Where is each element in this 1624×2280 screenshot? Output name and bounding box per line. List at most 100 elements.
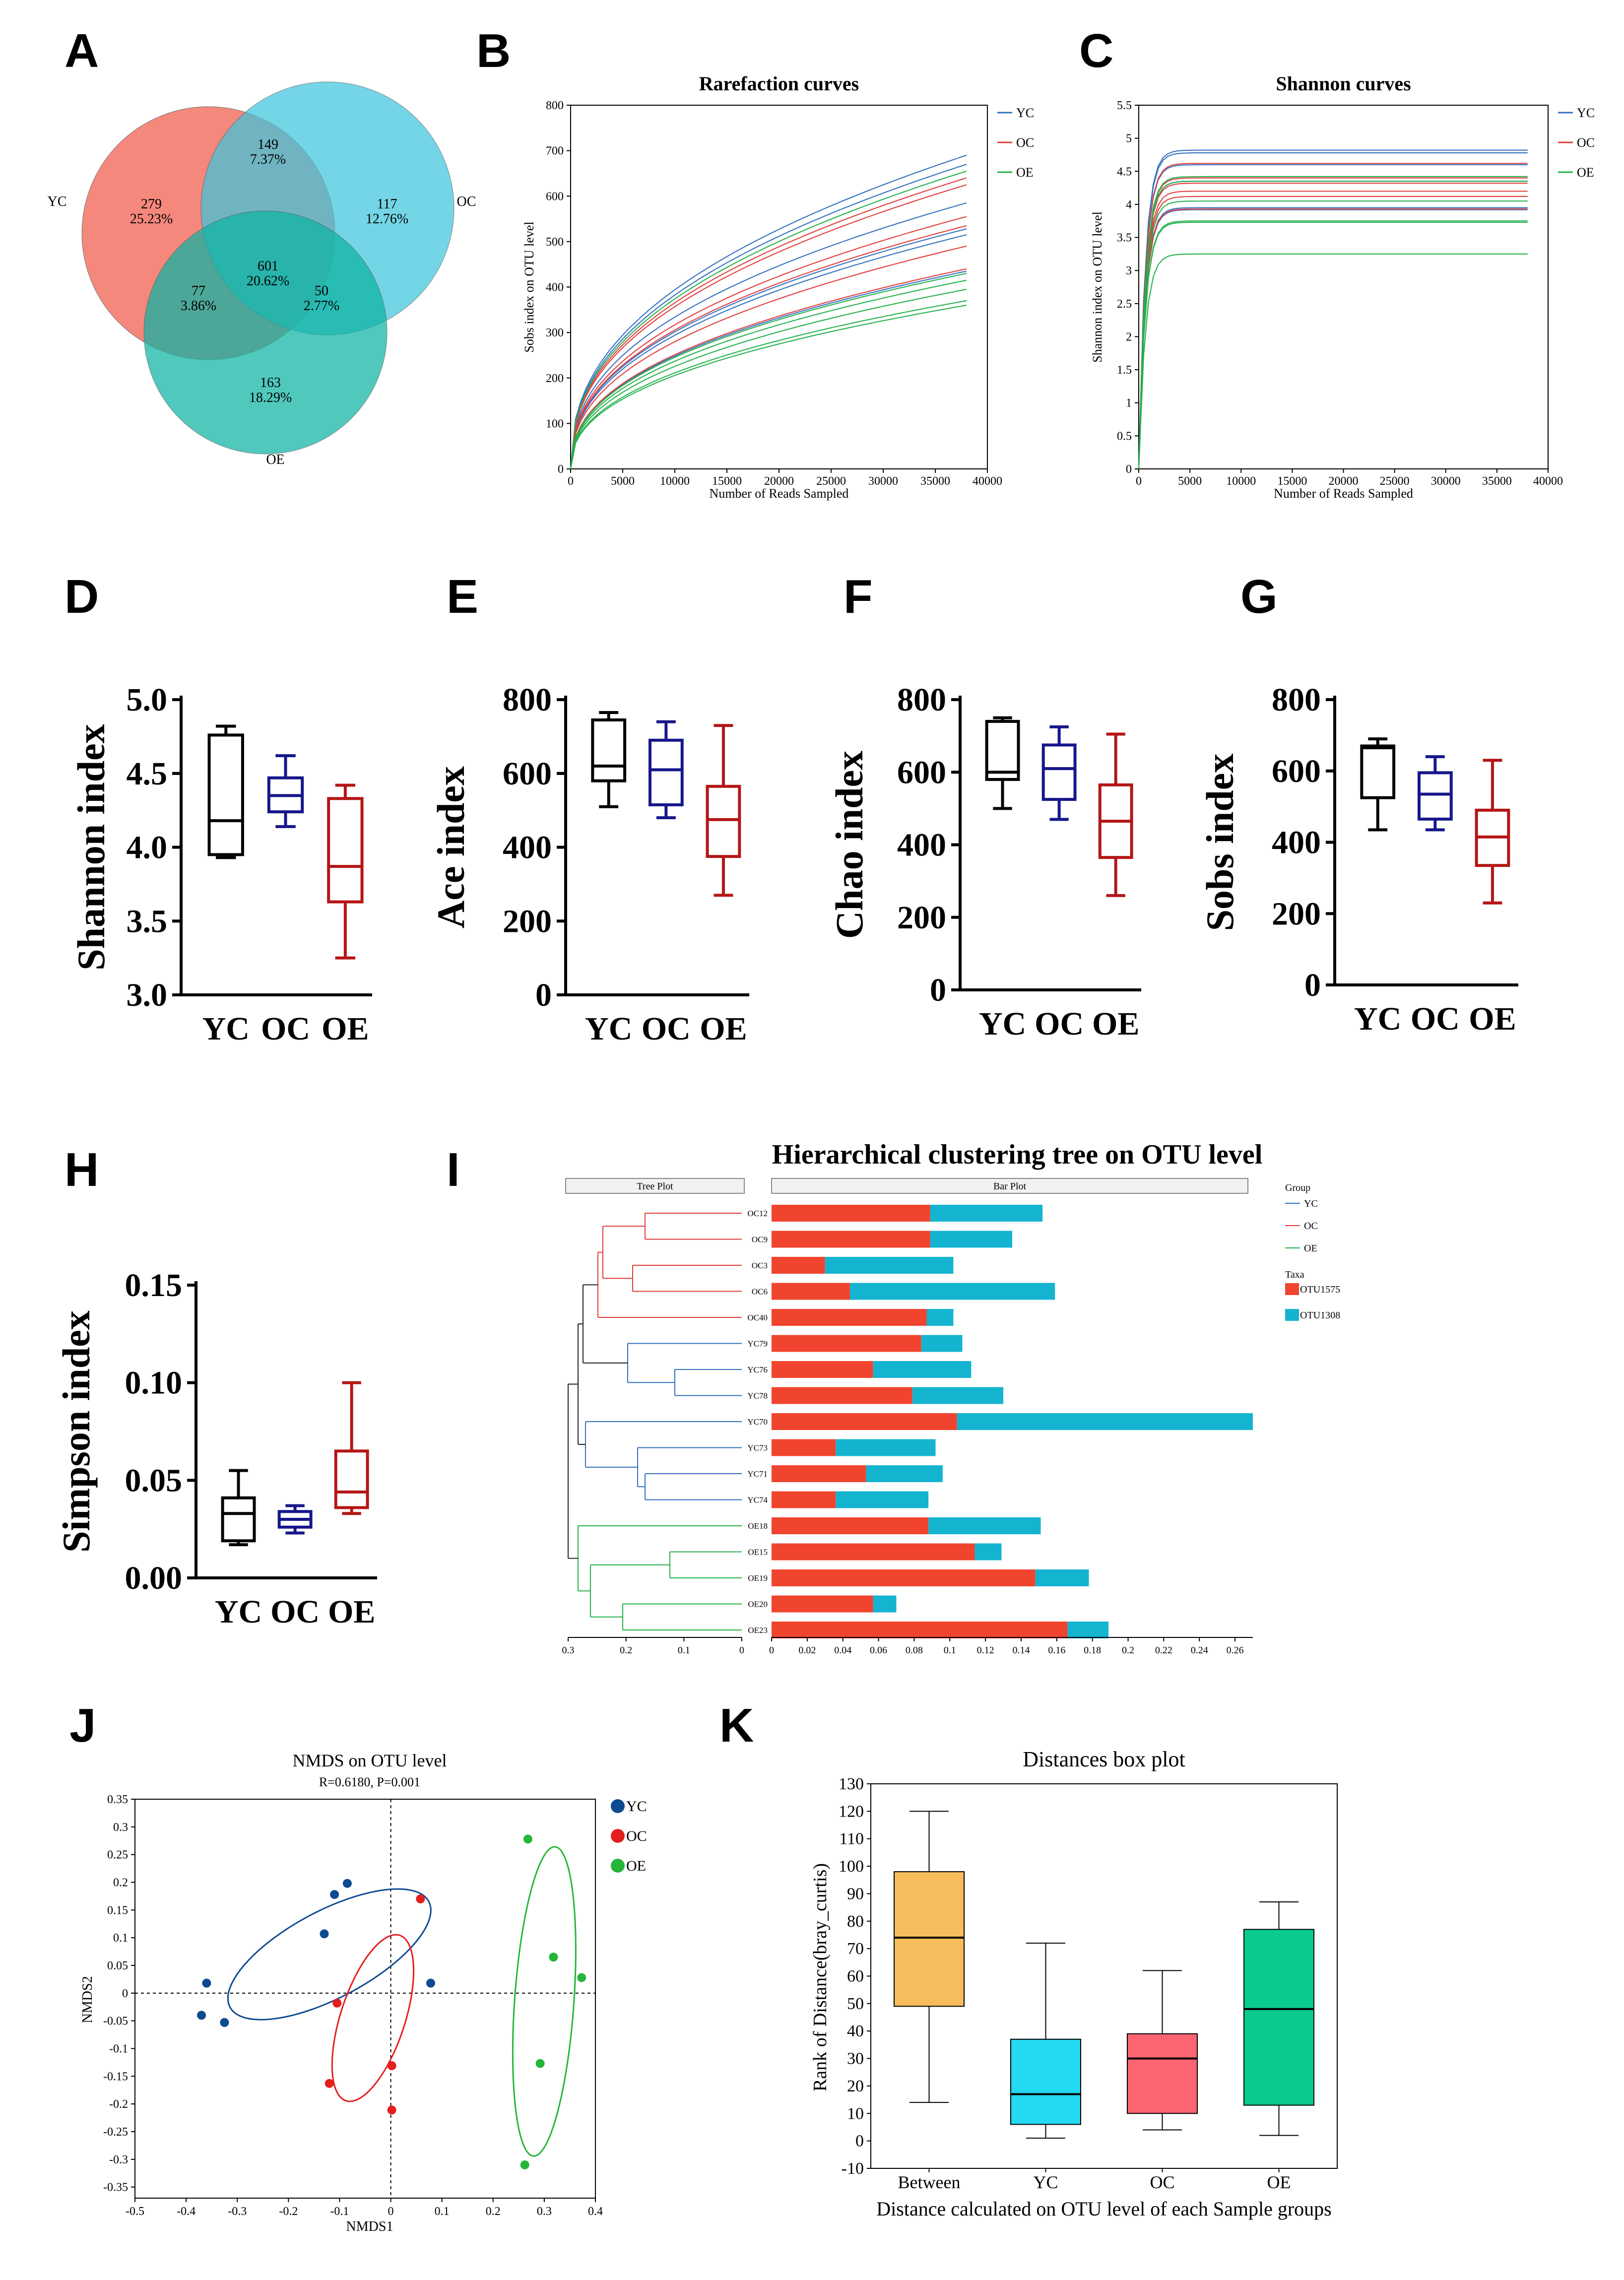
x-tick-label: -0.1 [330, 2205, 349, 2218]
series-line-oc [1138, 177, 1528, 469]
bar-otu1575 [772, 1205, 930, 1222]
point-yc [197, 2011, 206, 2020]
y-tick-label: 0.5 [1117, 430, 1132, 443]
legend-label-oc: OC [1577, 135, 1595, 150]
y-tick-label: -0.3 [109, 2153, 128, 2166]
venn-pct-oc_only: 12.76% [366, 211, 408, 227]
venn-count-all: 601 [258, 259, 278, 274]
y-tick-label: 0 [855, 2132, 864, 2150]
chart-nmds: NMDS on OTU level R=0.6180, P=0.001 -0.5 -0… [80, 1751, 647, 2234]
bar-otu1575 [772, 1517, 929, 1534]
point-yc [330, 1890, 339, 1899]
y-tick-label: 30 [847, 2050, 864, 2068]
x-tick-label: 0.04 [834, 1645, 851, 1656]
series-line-oc [570, 177, 967, 469]
series-line-oc [570, 184, 967, 469]
y-tick-label: 600 [503, 756, 552, 792]
x-tick-label: 0.08 [906, 1645, 923, 1656]
venn-pct-all: 20.62% [247, 273, 289, 289]
series-line-oe [570, 272, 967, 469]
sample-label: OC12 [747, 1209, 768, 1218]
y-tick-label: 200 [897, 900, 946, 936]
x-tick-label: 40000 [1533, 475, 1563, 488]
series-line-yc [570, 270, 967, 469]
y-tick-label: 0 [558, 463, 564, 476]
series-line-oc [1138, 191, 1528, 469]
bar-otu1575 [772, 1335, 921, 1352]
y-tick-label: 400 [503, 830, 552, 866]
y-tick-label: 800 [1272, 682, 1321, 718]
chart-title: Hierarchical clustering tree on OTU leve… [772, 1139, 1263, 1170]
category-label-yc: YC [585, 1011, 632, 1047]
chart-shannon-box: 3.0 3.5 4.0 4.5 5.0 Shannon index YC OC OE [69, 682, 372, 1047]
plot-frame [134, 1799, 596, 2199]
bar-otu1308 [1035, 1569, 1089, 1586]
sample-label: YC73 [747, 1443, 768, 1453]
sample-label: OE19 [748, 1573, 768, 1583]
panel-label-e: E [447, 570, 478, 623]
bar-otu1575 [772, 1569, 1036, 1586]
series-line-oe [1138, 176, 1528, 469]
ellipse-oe [512, 1846, 577, 2157]
x-tick-label: 15000 [712, 475, 742, 488]
tree-tick-label: 0.3 [562, 1645, 575, 1656]
y-tick-label: 0.05 [125, 1462, 183, 1498]
x-tick-label: 0.1 [944, 1645, 956, 1656]
y-tick-label: -0.1 [109, 2043, 128, 2056]
x-tick-label: 5000 [611, 475, 635, 488]
point-oe [520, 2160, 529, 2169]
series-line-yc [1138, 181, 1528, 469]
series-line-yc [1138, 209, 1528, 469]
bar-otu1308 [836, 1491, 929, 1508]
chart-title: Shannon curves [1276, 72, 1411, 95]
venn-circle-oe [143, 210, 388, 455]
category-label-oc: OC [261, 1011, 310, 1047]
point-oe [549, 1953, 558, 1962]
box-oe [706, 784, 741, 858]
y-axis-label: Simpson index [55, 1310, 98, 1553]
box-oc [1041, 743, 1077, 801]
bar-otu1308 [866, 1465, 943, 1482]
panel-label-b: B [476, 24, 511, 77]
y-tick-label: -0.35 [103, 2181, 128, 2194]
y-tick-label: 2 [1126, 330, 1132, 343]
y-axis-label: Ace index [429, 766, 472, 928]
chart-simpson-box: 0.00 0.05 0.10 0.15 Simpson index YC OC OE [55, 1267, 377, 1630]
x-tick-label: 0 [769, 1645, 774, 1656]
legend-label-oe: OE [1577, 165, 1594, 180]
venn-label-oe: OE [266, 452, 284, 467]
y-axis-label: NMDS2 [80, 1976, 95, 2023]
y-tick-label: -0.25 [103, 2126, 128, 2139]
bar-otu1575 [772, 1387, 912, 1404]
x-axis-label: Number of Reads Sampled [1274, 486, 1413, 501]
y-tick-label: -0.05 [103, 2015, 128, 2028]
y-tick-label: 100 [546, 417, 564, 430]
ellipse-yc [227, 1888, 432, 2020]
y-axis-label: Shannon index [69, 724, 113, 970]
y-tick-label: 0 [1126, 463, 1132, 476]
bar-otu1308 [921, 1335, 963, 1352]
category-label-oc: OC [1035, 1006, 1084, 1042]
y-tick-label: 5.5 [1117, 99, 1132, 112]
y-tick-label: 500 [546, 236, 564, 249]
y-tick-label: 3 [1126, 264, 1132, 277]
venn-count-oc_only: 117 [377, 196, 397, 212]
series-line-oe [1138, 200, 1528, 469]
series-line-oc [1138, 208, 1528, 469]
category-label-yc: YC [979, 1006, 1026, 1042]
point-oc [387, 2061, 396, 2071]
tree-tick-label: 0.1 [678, 1645, 690, 1656]
x-axis-label: NMDS1 [346, 2219, 393, 2234]
x-tick-label: 0.18 [1084, 1645, 1101, 1656]
x-tick-label: 0.26 [1227, 1645, 1244, 1656]
y-tick-label: 0.35 [107, 1793, 128, 1806]
category-label-between: Between [898, 2172, 961, 2192]
bar-otu1575 [772, 1413, 957, 1430]
y-tick-label: 130 [839, 1775, 864, 1793]
chart-title: Rarefaction curves [699, 72, 859, 95]
legend-swatch-otu1308 [1285, 1309, 1299, 1321]
box-oe [1243, 1929, 1314, 2106]
bar-otu1308 [930, 1231, 1012, 1248]
legend-label-yc: YC [1577, 106, 1595, 120]
category-label-oe: OE [322, 1011, 369, 1047]
